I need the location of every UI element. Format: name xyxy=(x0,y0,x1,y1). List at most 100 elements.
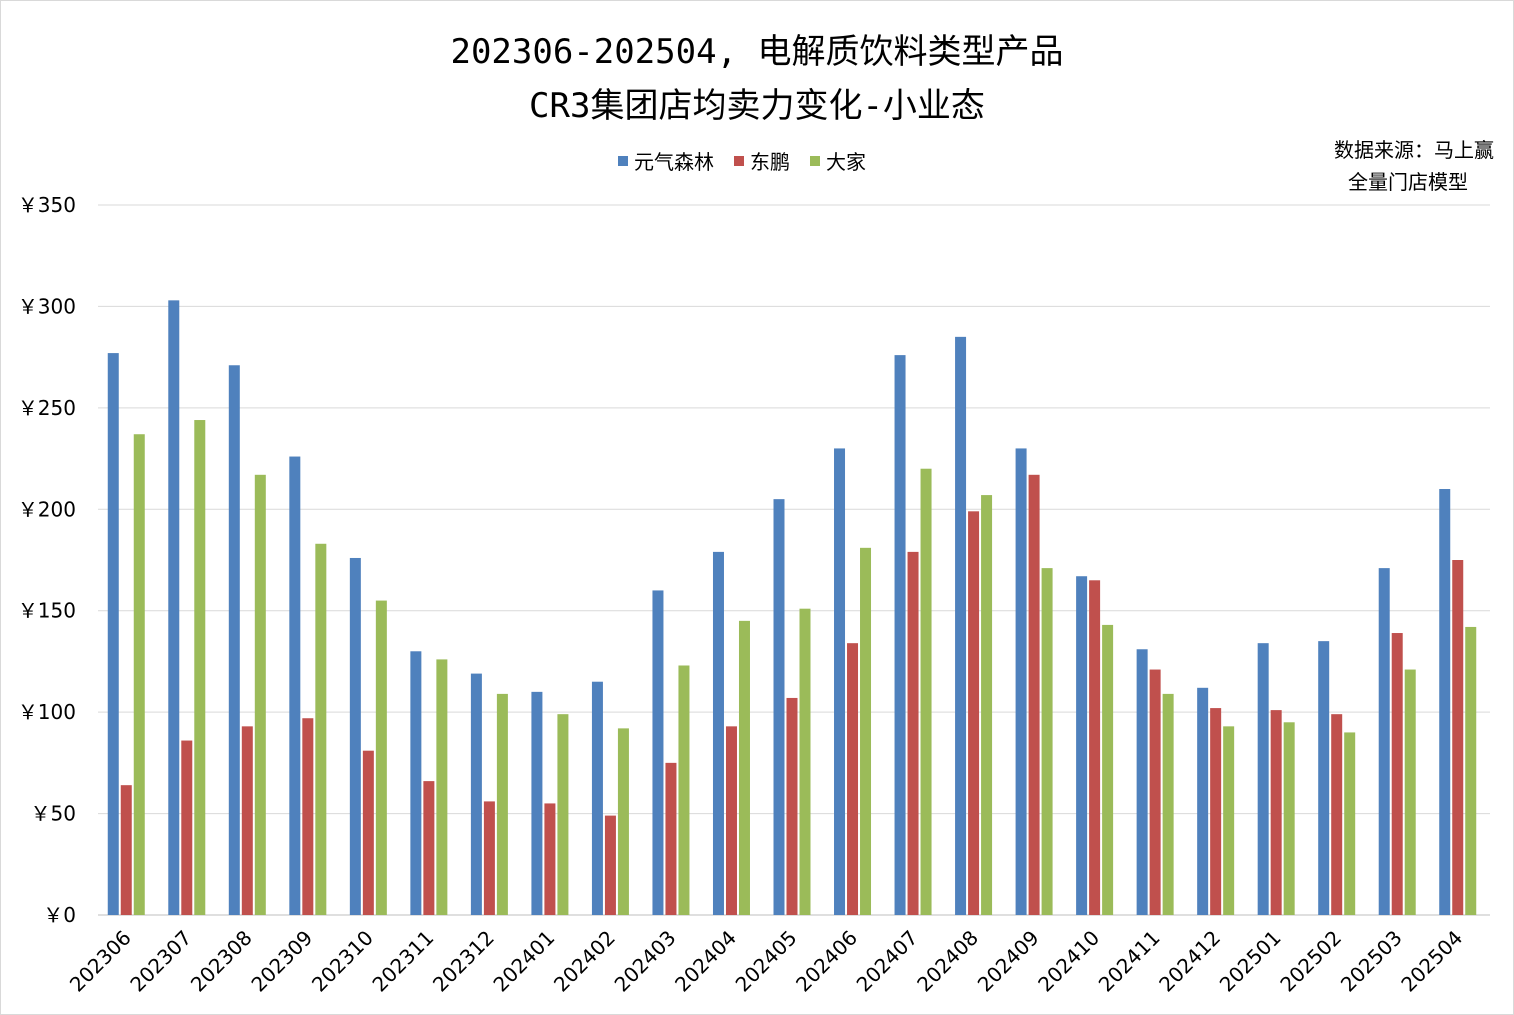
y-tick-label-150: ￥150 xyxy=(18,599,76,623)
x-tick-label-202401: 202401 xyxy=(488,926,559,997)
bar-2-202407 xyxy=(920,468,932,915)
bar-0-202405 xyxy=(773,499,785,915)
legend-item-series-0: 元气森林 xyxy=(618,146,714,175)
bar-2-202310 xyxy=(375,600,387,915)
y-tick-label-350: ￥350 xyxy=(18,193,76,217)
bar-1-202502 xyxy=(1331,714,1343,915)
x-tick-label-202311: 202311 xyxy=(367,926,438,997)
bar-1-202504 xyxy=(1452,560,1464,915)
bar-1-202410 xyxy=(1089,580,1101,915)
bar-2-202306 xyxy=(133,434,145,915)
x-tick-label-202312: 202312 xyxy=(428,926,499,997)
bar-0-202401 xyxy=(531,691,543,915)
x-tick-label-202409: 202409 xyxy=(973,926,1044,997)
y-tick-label-200: ￥200 xyxy=(18,497,76,521)
legend-swatch-series-2 xyxy=(810,155,820,166)
bar-1-202408 xyxy=(968,511,980,915)
x-tick-label-202406: 202406 xyxy=(791,926,862,997)
bar-0-202504 xyxy=(1439,489,1451,915)
bar-1-202404 xyxy=(725,726,737,915)
bar-1-202409 xyxy=(1028,474,1040,915)
bar-1-202406 xyxy=(847,643,859,915)
bar-2-202408 xyxy=(981,495,993,915)
x-tick-label-202501: 202501 xyxy=(1215,926,1286,997)
bar-0-202406 xyxy=(834,448,846,915)
bar-1-202309 xyxy=(302,718,314,915)
legend-item-series-2: 大家 xyxy=(810,146,866,175)
bar-2-202410 xyxy=(1102,624,1114,915)
bar-0-202310 xyxy=(349,557,361,915)
x-tick-label-202309: 202309 xyxy=(246,926,317,997)
x-tick-label-202502: 202502 xyxy=(1275,926,1346,997)
source-note-line-1: 数据来源：马上赢 xyxy=(1334,138,1494,162)
x-tick-label-202407: 202407 xyxy=(852,926,923,997)
bar-0-202307 xyxy=(168,300,180,915)
bar-1-202407 xyxy=(907,551,919,915)
bar-1-202312 xyxy=(483,801,495,915)
x-tick-label-202307: 202307 xyxy=(125,926,196,997)
bar-0-202402 xyxy=(591,681,603,915)
legend-item-series-1: 东鹏 xyxy=(734,146,790,175)
bar-2-202402 xyxy=(617,728,629,915)
x-tick-label-202504: 202504 xyxy=(1396,926,1467,997)
x-tick-label-202408: 202408 xyxy=(912,926,983,997)
bar-2-202309 xyxy=(315,543,327,915)
y-tick-label-250: ￥250 xyxy=(18,396,76,420)
y-tick-label-100: ￥100 xyxy=(18,700,76,724)
bar-0-202408 xyxy=(955,336,967,915)
bar-1-202402 xyxy=(604,815,616,915)
bar-1-202306 xyxy=(120,785,132,915)
bar-2-202406 xyxy=(860,547,872,915)
legend-swatch-series-1 xyxy=(734,155,744,166)
bar-2-202403 xyxy=(678,665,690,915)
bar-2-202308 xyxy=(254,474,266,915)
bar-2-202307 xyxy=(194,420,206,915)
bar-2-202411 xyxy=(1162,693,1174,915)
x-tick-label-202404: 202404 xyxy=(670,926,741,997)
bar-0-202503 xyxy=(1378,568,1390,915)
x-tick-label-202402: 202402 xyxy=(549,926,620,997)
legend-label-series-2: 大家 xyxy=(826,150,866,174)
bar-2-202312 xyxy=(496,693,508,915)
bar-0-202410 xyxy=(1076,576,1088,915)
bar-2-202409 xyxy=(1041,568,1053,915)
bar-2-202501 xyxy=(1283,722,1295,915)
bar-2-202504 xyxy=(1465,626,1477,915)
chart-legend: 元气森林 东鹏 大家 xyxy=(618,146,866,175)
bar-2-202412 xyxy=(1223,726,1235,915)
bar-1-202307 xyxy=(181,740,193,915)
x-tick-label-202405: 202405 xyxy=(731,926,802,997)
bar-1-202308 xyxy=(241,726,253,915)
legend-label-series-0: 元气森林 xyxy=(634,150,714,174)
bar-0-202308 xyxy=(228,365,240,915)
bar-2-202401 xyxy=(557,714,569,915)
bar-0-202407 xyxy=(894,355,906,916)
y-tick-label-0: ￥0 xyxy=(43,903,76,927)
bar-2-202502 xyxy=(1344,732,1356,915)
y-tick-label-300: ￥300 xyxy=(18,294,76,318)
bar-1-202405 xyxy=(786,697,798,915)
bar-2-202405 xyxy=(799,608,811,915)
bar-2-202503 xyxy=(1404,669,1416,915)
bar-1-202411 xyxy=(1149,669,1161,915)
bar-0-202404 xyxy=(712,551,724,915)
bar-0-202312 xyxy=(470,673,482,915)
chart-title-line-1: 202306-202504, 电解质饮料类型产品 xyxy=(450,32,1064,72)
x-tick-label-202412: 202412 xyxy=(1154,926,1225,997)
bar-0-202309 xyxy=(289,456,301,915)
bar-1-202501 xyxy=(1270,710,1282,915)
bar-1-202412 xyxy=(1210,708,1222,915)
legend-swatch-series-0 xyxy=(618,155,628,166)
bar-0-202306 xyxy=(107,353,119,916)
x-tick-label-202503: 202503 xyxy=(1336,926,1407,997)
x-tick-label-202403: 202403 xyxy=(610,926,681,997)
source-note-line-2: 全量门店模型 xyxy=(1348,170,1468,194)
x-tick-label-202308: 202308 xyxy=(186,926,257,997)
bar-0-202501 xyxy=(1257,643,1269,915)
bar-0-202412 xyxy=(1197,687,1209,915)
bar-0-202411 xyxy=(1136,649,1148,915)
legend-label-series-1: 东鹏 xyxy=(750,150,790,174)
y-tick-label-50: ￥50 xyxy=(31,802,76,826)
bar-2-202311 xyxy=(436,659,448,915)
